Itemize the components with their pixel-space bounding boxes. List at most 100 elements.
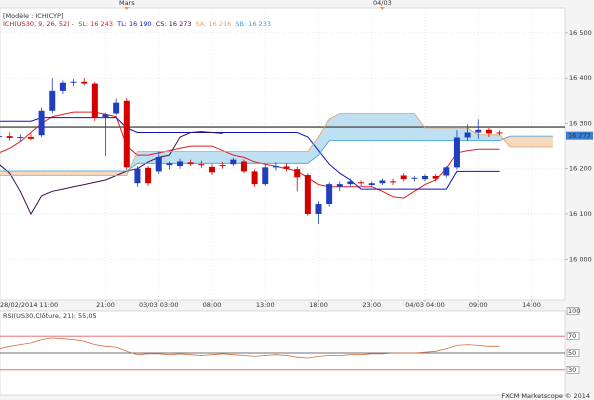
candle-body — [17, 137, 24, 139]
legend-entry: CS: 16 273 — [156, 20, 192, 28]
candle-body — [379, 180, 386, 184]
x-tick-label: 18:00 — [309, 301, 328, 309]
price-plot — [0, 8, 565, 300]
candle-body — [272, 165, 279, 168]
cloud-fill — [190, 151, 202, 164]
candle-body — [91, 83, 98, 119]
candle-body — [422, 175, 428, 180]
cloud-fill — [531, 135, 543, 148]
cloud-fill — [52, 170, 64, 176]
rsi-title: RSI(US30,Clôture, 21): 55,05 — [3, 312, 97, 320]
ichimoku-line — [0, 113, 553, 176]
cloud-fill — [520, 135, 532, 148]
candle-body — [411, 177, 418, 179]
ichimoku-line — [0, 131, 223, 216]
ichimoku-line — [0, 117, 500, 190]
cloud-fill — [211, 151, 223, 164]
y-tick-label: 16 400 — [569, 74, 592, 82]
cloud-fill — [297, 151, 309, 164]
x-tick-label: 13:00 — [256, 301, 275, 309]
cloud-fill — [20, 170, 32, 176]
cloud-fill — [435, 127, 447, 141]
x-tick-label: 09:00 — [469, 301, 488, 309]
candle-body — [432, 175, 439, 179]
y-tick-box — [566, 332, 580, 340]
candle-body — [358, 182, 365, 184]
candle-body — [347, 181, 354, 185]
x-tick-label: 04/03 04:00 — [405, 301, 445, 309]
candle-body — [0, 136, 2, 138]
x-tick-label: 21:00 — [96, 301, 115, 309]
candle-body — [145, 167, 152, 184]
x-tick-label: 03/03 03:00 — [139, 301, 179, 309]
candle-body — [113, 102, 120, 114]
candle-body — [453, 137, 460, 168]
cloud-fill — [275, 151, 287, 164]
candle-body — [475, 129, 482, 133]
y-tick-label: 16 300 — [569, 119, 592, 127]
cloud-fill — [478, 134, 490, 141]
candle-body — [6, 136, 13, 138]
candle-body — [400, 175, 407, 180]
candle-body — [294, 169, 301, 178]
y-tick-label: 50 — [568, 349, 576, 357]
template-label: [Modèle : ICHICYP] — [3, 12, 63, 20]
legend: ICH(US30, 9, 26, 52) - SL: 16 243 TL: 16… — [3, 20, 275, 28]
candle-body — [262, 167, 269, 185]
x-tick-label: 08:00 — [203, 301, 222, 309]
overlay: 16 000 16 100 16 200 16 300 16 400 16 500 28/0… — [0, 0, 593, 374]
y-tick-box — [566, 307, 580, 315]
cloud-fill — [105, 170, 117, 176]
cloud-fill — [424, 127, 436, 141]
candle-body — [123, 100, 130, 168]
cloud-fill — [73, 170, 85, 176]
candle-body — [38, 110, 45, 136]
footer: FXCM Marketscope © 2014 — [501, 392, 590, 400]
candle-body — [49, 90, 56, 111]
cloud-fill — [254, 151, 266, 164]
cloud-fill — [41, 170, 53, 176]
candle-body — [166, 163, 173, 166]
y-tick-label: 100 — [568, 307, 580, 315]
rsi-plot — [0, 335, 565, 371]
candle-body — [102, 114, 109, 119]
candle-body — [81, 81, 88, 84]
last-price-label: 16 273 — [568, 132, 591, 140]
legend-entry: ICH(US30, 9, 26, 52) - — [3, 20, 75, 28]
candle-body — [390, 181, 397, 183]
y-tick-label: 16 500 — [569, 29, 592, 37]
candle-body — [315, 204, 322, 214]
cloud-fill — [265, 151, 277, 164]
candle-body — [496, 132, 503, 134]
ichimoku-line — [0, 111, 500, 199]
candle-body — [368, 183, 375, 186]
candle-body — [209, 166, 215, 173]
candle-body — [251, 171, 258, 185]
x-tick-label: 14:00 — [522, 301, 541, 309]
y-tick-label: 30 — [568, 366, 576, 374]
legend-entry: SL: 16 243 — [78, 20, 113, 28]
candle-body — [177, 161, 184, 166]
x-tick-label: 28/02/2014 11:00 — [0, 301, 58, 309]
y-tick-label: 70 — [568, 332, 576, 340]
candle-body — [27, 137, 34, 139]
cloud-fill — [137, 151, 149, 164]
cloud-fill — [541, 135, 553, 148]
candle-body — [336, 184, 343, 187]
candle-body — [59, 82, 66, 91]
top-marker-label: 04/03 — [373, 0, 392, 7]
y-tick-label: 16 200 — [569, 165, 592, 173]
cloud-fill — [84, 170, 96, 176]
top-marker — [379, 7, 385, 10]
y-tick-label: 16 000 — [569, 255, 592, 263]
y-tick-box — [566, 349, 580, 357]
rsi-line — [0, 337, 500, 359]
cloud-fill — [62, 170, 74, 176]
candle-body — [326, 184, 333, 205]
top-marker-label: Mars — [119, 0, 135, 7]
cloud-fill — [510, 135, 522, 148]
candle-body — [283, 166, 290, 169]
last-price-box — [566, 131, 593, 140]
cloud-fill — [286, 151, 298, 164]
